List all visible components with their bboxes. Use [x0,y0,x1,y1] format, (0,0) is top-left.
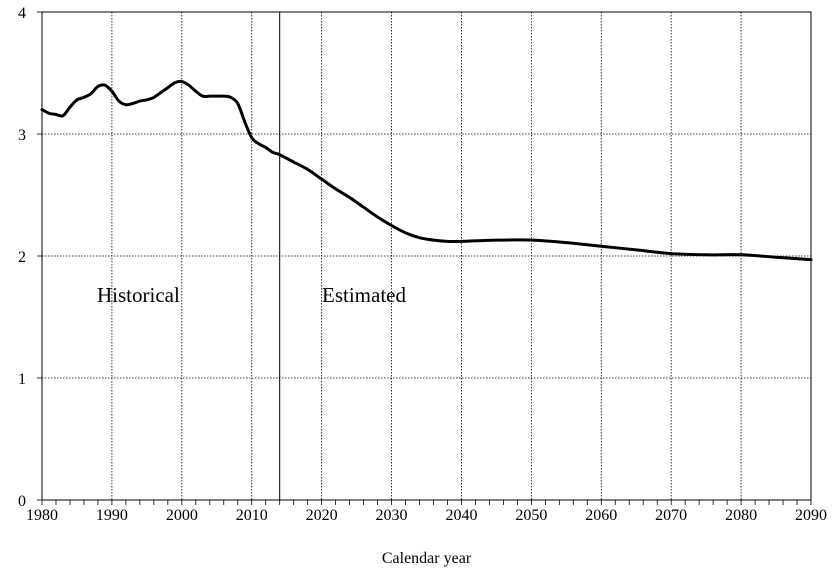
x-tick-label: 2070 [655,507,687,524]
x-tick-label: 1990 [96,507,128,524]
x-tick-label: 2020 [306,507,338,524]
y-tick-label: 1 [18,371,26,388]
y-tick-label: 2 [18,249,26,266]
x-tick-labels: 1980 1990 2000 2010 2020 2030 2040 2050 2060 2070… [26,507,827,524]
y-tick-label: 0 [18,493,26,510]
y-tick-label: 4 [18,5,26,22]
y-tick-label: 3 [18,127,26,144]
x-tick-label: 2050 [515,507,547,524]
axis-ticks [37,11,812,505]
x-tick-label: 2000 [166,507,198,524]
x-tick-label: 2040 [445,507,477,524]
x-axis-title: Calendar year [382,550,472,567]
x-tick-label: 2030 [376,507,408,524]
x-tick-label: 2090 [795,507,827,524]
grid-lines [42,12,811,500]
y-tick-labels: 0 1 2 3 4 [18,5,26,510]
x-tick-label: 1980 [26,507,58,524]
x-tick-label: 2010 [236,507,268,524]
x-tick-label: 2080 [725,507,757,524]
x-tick-label: 2060 [585,507,617,524]
estimated-label: Estimated [322,283,406,307]
series-line [40,79,813,262]
historical-label: Historical [97,283,180,307]
